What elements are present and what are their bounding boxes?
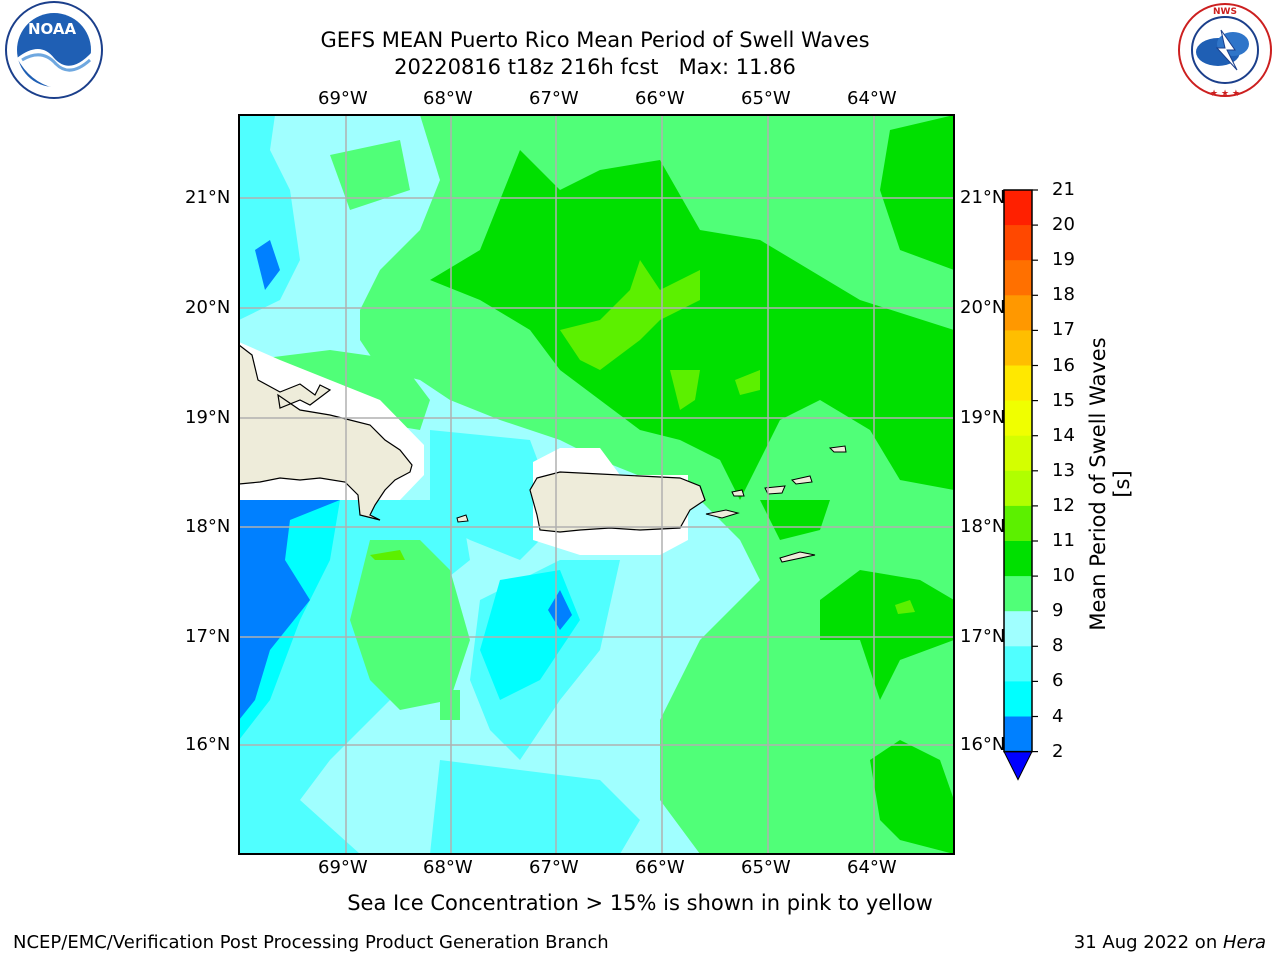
lat-label-left: 16°N — [185, 734, 231, 755]
colorbar-tick-label: 9 — [1052, 600, 1064, 622]
colorbar-tick-label: 12 — [1052, 494, 1075, 516]
colorbar-segment — [1004, 716, 1032, 753]
footer-host: Hera — [1222, 932, 1266, 953]
footer-left: NCEP/EMC/Verification Post Processing Pr… — [13, 932, 609, 953]
colorbar-tick-label: 11 — [1052, 530, 1075, 551]
lat-label-right: 18°N — [960, 516, 1006, 537]
colorbar-segment — [1004, 225, 1032, 261]
colorbar-segment — [1004, 295, 1032, 331]
footer-date: 31 Aug 2022 on — [1073, 932, 1223, 953]
lon-label-top: 69°W — [318, 88, 368, 109]
colorbar-segment — [1004, 190, 1032, 226]
lat-label-left: 20°N — [185, 297, 231, 318]
colorbar-tick-label: 8 — [1052, 635, 1064, 657]
colorbar-segment — [1004, 365, 1032, 402]
lon-label-bottom: 68°W — [423, 857, 473, 878]
colorbar-tick-label: 21 — [1052, 179, 1075, 200]
sea-ice-note-text: Sea Ice Concentration > 15% is shown in … — [347, 891, 933, 915]
colorbar-tick-label: 16 — [1052, 354, 1075, 376]
nws-logo: NWS ★ ★ ★ — [1178, 3, 1272, 99]
colorbar-segment — [1004, 681, 1032, 717]
colorbar-segment — [1004, 611, 1032, 647]
colorbar-tick-label: 13 — [1052, 459, 1075, 481]
colorbar-segment — [1004, 330, 1032, 366]
colorbar-segment — [1004, 646, 1032, 682]
sea-ice-note: Sea Ice Concentration > 15% is shown in … — [0, 891, 1280, 915]
svg-text:NWS: NWS — [1213, 7, 1237, 17]
map-title: GEFS MEAN Puerto Rico Mean Period of Swe… — [320, 28, 870, 52]
lon-label-top: 68°W — [423, 88, 473, 109]
colorbar-segment — [1004, 470, 1032, 507]
lon-label-bottom: 65°W — [741, 857, 791, 878]
colorbar-segment — [1004, 576, 1032, 612]
lat-label-right: 21°N — [960, 187, 1006, 208]
svg-text:★ ★ ★: ★ ★ ★ — [1210, 89, 1240, 99]
colorbar-tick-label: 10 — [1052, 565, 1075, 587]
colorbar-tick-label: 15 — [1052, 389, 1075, 411]
colorbar-tick-label: 14 — [1052, 424, 1075, 446]
lat-label-right: 17°N — [960, 626, 1006, 647]
colorbar-tick-label: 18 — [1052, 284, 1075, 306]
lon-label-bottom: 67°W — [529, 857, 579, 878]
colorbar-segment — [1004, 400, 1032, 437]
colorbar-tick-label: 17 — [1052, 319, 1075, 341]
colorbar-label: Mean Period of Swell Waves [s] — [1086, 337, 1134, 631]
map-subtitle: 20220816 t18z 216h fcst Max: 11.86 — [394, 55, 796, 79]
lon-label-top: 66°W — [635, 88, 685, 109]
colorbar-tick-label: 6 — [1052, 670, 1064, 692]
lon-label-top: 67°W — [529, 88, 579, 109]
colorbar-segment — [1004, 505, 1032, 542]
colorbar-tick-label: 20 — [1052, 214, 1075, 236]
lon-label-top: 64°W — [847, 88, 897, 109]
colorbar — [1003, 189, 1038, 781]
colorbar-extend-triangle — [1003, 751, 1033, 781]
colorbar-segment — [1004, 541, 1032, 577]
lat-label-left: 21°N — [185, 187, 231, 208]
colorbar-tick-label: 19 — [1052, 249, 1075, 271]
lat-label-right: 20°N — [960, 297, 1006, 318]
colorbar-segment — [1004, 260, 1032, 296]
lon-label-bottom: 69°W — [318, 857, 368, 878]
lat-label-left: 18°N — [185, 516, 231, 537]
colorbar-segment — [1004, 435, 1032, 472]
colorbar-tick-label: 2 — [1052, 740, 1064, 762]
lat-label-right: 16°N — [960, 734, 1006, 755]
footer-right: 31 Aug 2022 on Hera — [1074, 932, 1266, 953]
noaa-logo-text: NOAA — [28, 20, 77, 38]
lon-label-bottom: 66°W — [635, 857, 685, 878]
noaa-logo: NOAA — [5, 1, 103, 99]
lon-label-top: 65°W — [741, 88, 791, 109]
lat-label-left: 17°N — [185, 626, 231, 647]
colorbar-tick-label: 4 — [1052, 705, 1064, 727]
lon-label-bottom: 64°W — [847, 857, 897, 878]
lat-label-left: 19°N — [185, 407, 231, 428]
lat-label-right: 19°N — [960, 407, 1006, 428]
